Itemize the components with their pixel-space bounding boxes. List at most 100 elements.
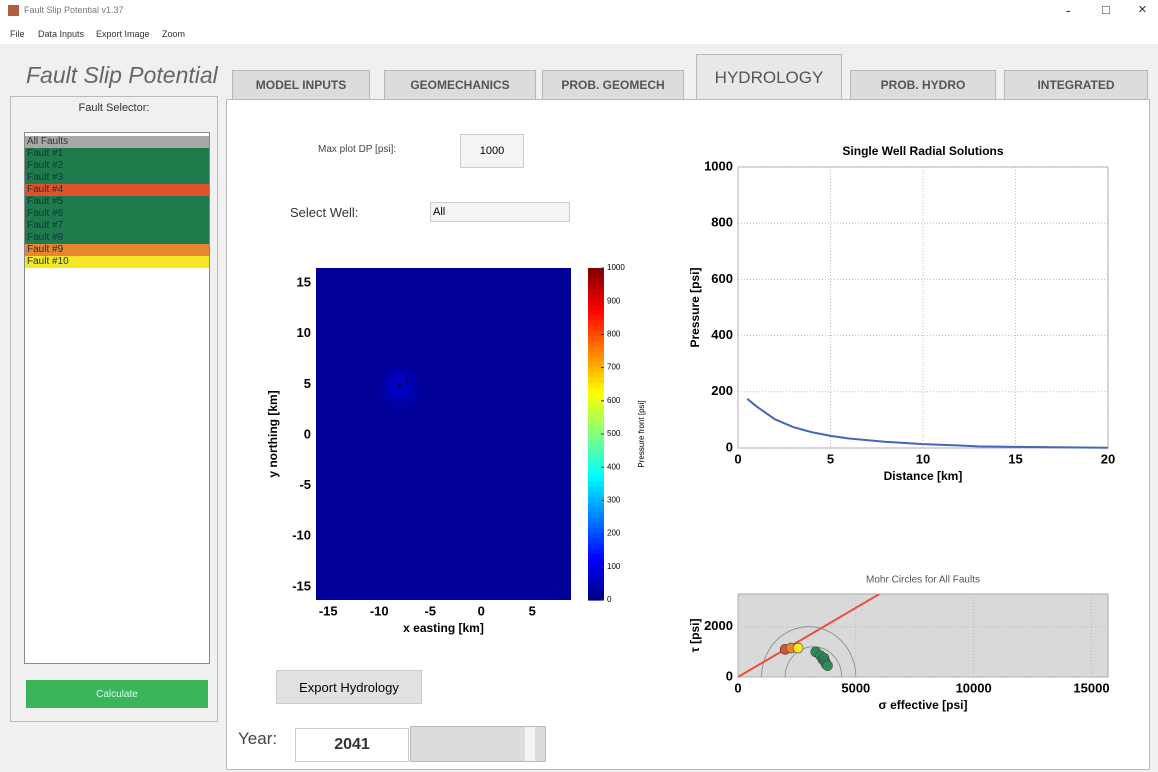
x-tick-label: -5 [424,603,436,618]
colorbar-segment [588,574,604,580]
close-button[interactable]: × [1138,1,1147,18]
x-axis-label: Distance [km] [884,469,963,483]
colorbar-segment [588,340,604,347]
colorbar-segment [588,268,604,274]
fault-item[interactable]: Fault #6 [25,208,209,220]
fault-list[interactable]: All Faults Fault #1 Fault #2 Fault #3 Fault … [24,132,210,664]
slider-thumb[interactable] [525,727,535,761]
colorbar-segment [588,434,604,440]
menu-item[interactable]: File [10,29,25,39]
minimize-button[interactable]: - [1066,2,1071,18]
colorbar-segment [588,299,604,305]
colorbar-segment [588,413,604,420]
colorbar-segment [588,293,604,300]
y-axis-label: τ [psi] [688,618,702,652]
menu-item[interactable]: Data Inputs [38,29,85,39]
y-tick-label: 0 [726,668,733,683]
y-tick-label: -15 [292,578,311,593]
x-tick-label: 10 [916,451,930,466]
plot-area [737,593,1109,678]
colorbar-segment [588,428,604,435]
well-label: 1 [405,379,409,386]
colorbar-segment [588,335,604,342]
well-marker: × [397,381,403,392]
tab[interactable]: HYDROLOGY [696,54,842,100]
title-bar: Fault Slip Potential v1.37 - □ × [0,0,1158,22]
chart-title: Single Well Radial Solutions [842,144,1003,158]
colorbar-segment [588,325,604,331]
app-icon [8,5,19,16]
fault-item[interactable]: Fault #1 [25,148,209,160]
colorbar-segment [588,283,604,290]
menu-item[interactable]: Export Image [96,29,150,39]
calculate-button[interactable]: Calculate [26,680,208,708]
colorbar-tick-label: 700 [607,363,621,372]
x-tick-label: 5 [827,451,834,466]
colorbar-segment [588,511,604,518]
colorbar-segment [588,459,604,466]
colorbar-segment [588,397,604,404]
mohr-circle [784,646,843,677]
colorbar-tick-label: 600 [607,396,621,405]
tab[interactable]: INTEGRATED [1004,70,1148,100]
colorbar-segment [588,376,604,383]
y-tick-label: 5 [304,376,311,391]
app-title: Fault Slip Potential [26,62,218,88]
well-dropdown[interactable]: All [430,202,570,222]
max-plot-input[interactable]: 1000 [460,134,524,168]
colorbar-segment [588,579,604,586]
y-tick-label: -10 [292,528,311,543]
fault-item[interactable]: Fault #7 [25,220,209,232]
year-input[interactable]: 2041 [295,728,409,762]
x-tick-label: 5 [529,603,536,618]
x-tick-label: 15 [1008,451,1022,466]
fault-item[interactable]: Fault #3 [25,172,209,184]
x-tick-label: 0 [734,451,741,466]
pressure-field [316,268,571,600]
colorbar-segment [588,454,604,461]
x-axis-label: σ effective [psi] [879,698,968,712]
colorbar-segment [588,532,604,539]
colorbar-segment [588,366,604,373]
window-title: Fault Slip Potential v1.37 [24,5,124,15]
colorbar-segment [588,485,604,492]
export-button[interactable]: Export Hydrology [276,670,422,704]
colorbar-segment [588,382,604,388]
x-tick-label: 10000 [956,680,992,695]
y-tick-label: 0 [304,426,311,441]
maximize-button[interactable]: □ [1102,2,1110,17]
colorbar-tick-label: 900 [607,296,621,305]
colorbar-segment [588,558,604,565]
fault-item[interactable]: Fault #4 [25,184,209,196]
colorbar-tick-label: 800 [607,330,621,339]
colorbar-segment [588,423,604,430]
colorbar-segment [588,470,604,477]
fault-item[interactable]: Fault #10 [25,256,209,268]
fault-item[interactable]: Fault #2 [25,160,209,172]
fault-item[interactable]: All Faults [25,136,209,148]
colorbar-segment [588,449,604,456]
pressure-line [746,398,1109,449]
colorbar-tick-label: 400 [607,462,621,471]
fault-item[interactable]: Fault #9 [25,244,209,256]
year-slider[interactable] [410,726,546,762]
colorbar-segment [588,491,604,497]
mohr-circle [761,626,857,677]
colorbar-segment [588,288,604,295]
fault-item[interactable]: Fault #5 [25,196,209,208]
menu-item[interactable]: Zoom [162,29,186,39]
colorbar-tick-label: 300 [607,496,621,505]
tab[interactable]: GEOMECHANICS [384,70,536,100]
colorbar-tick-label: 500 [607,429,621,438]
fault-item[interactable]: Fault #8 [25,232,209,244]
pressure-halo [377,364,422,409]
y-tick-label: 0 [726,439,733,454]
tab[interactable]: PROB. GEOMECH [542,70,684,100]
tab[interactable]: PROB. HYDRO [850,70,996,100]
y-tick-label: -5 [299,477,311,492]
y-tick-label: 200 [711,383,733,398]
fault-point [822,660,833,671]
y-tick-label: 800 [711,215,733,230]
colorbar-segment [588,537,604,544]
